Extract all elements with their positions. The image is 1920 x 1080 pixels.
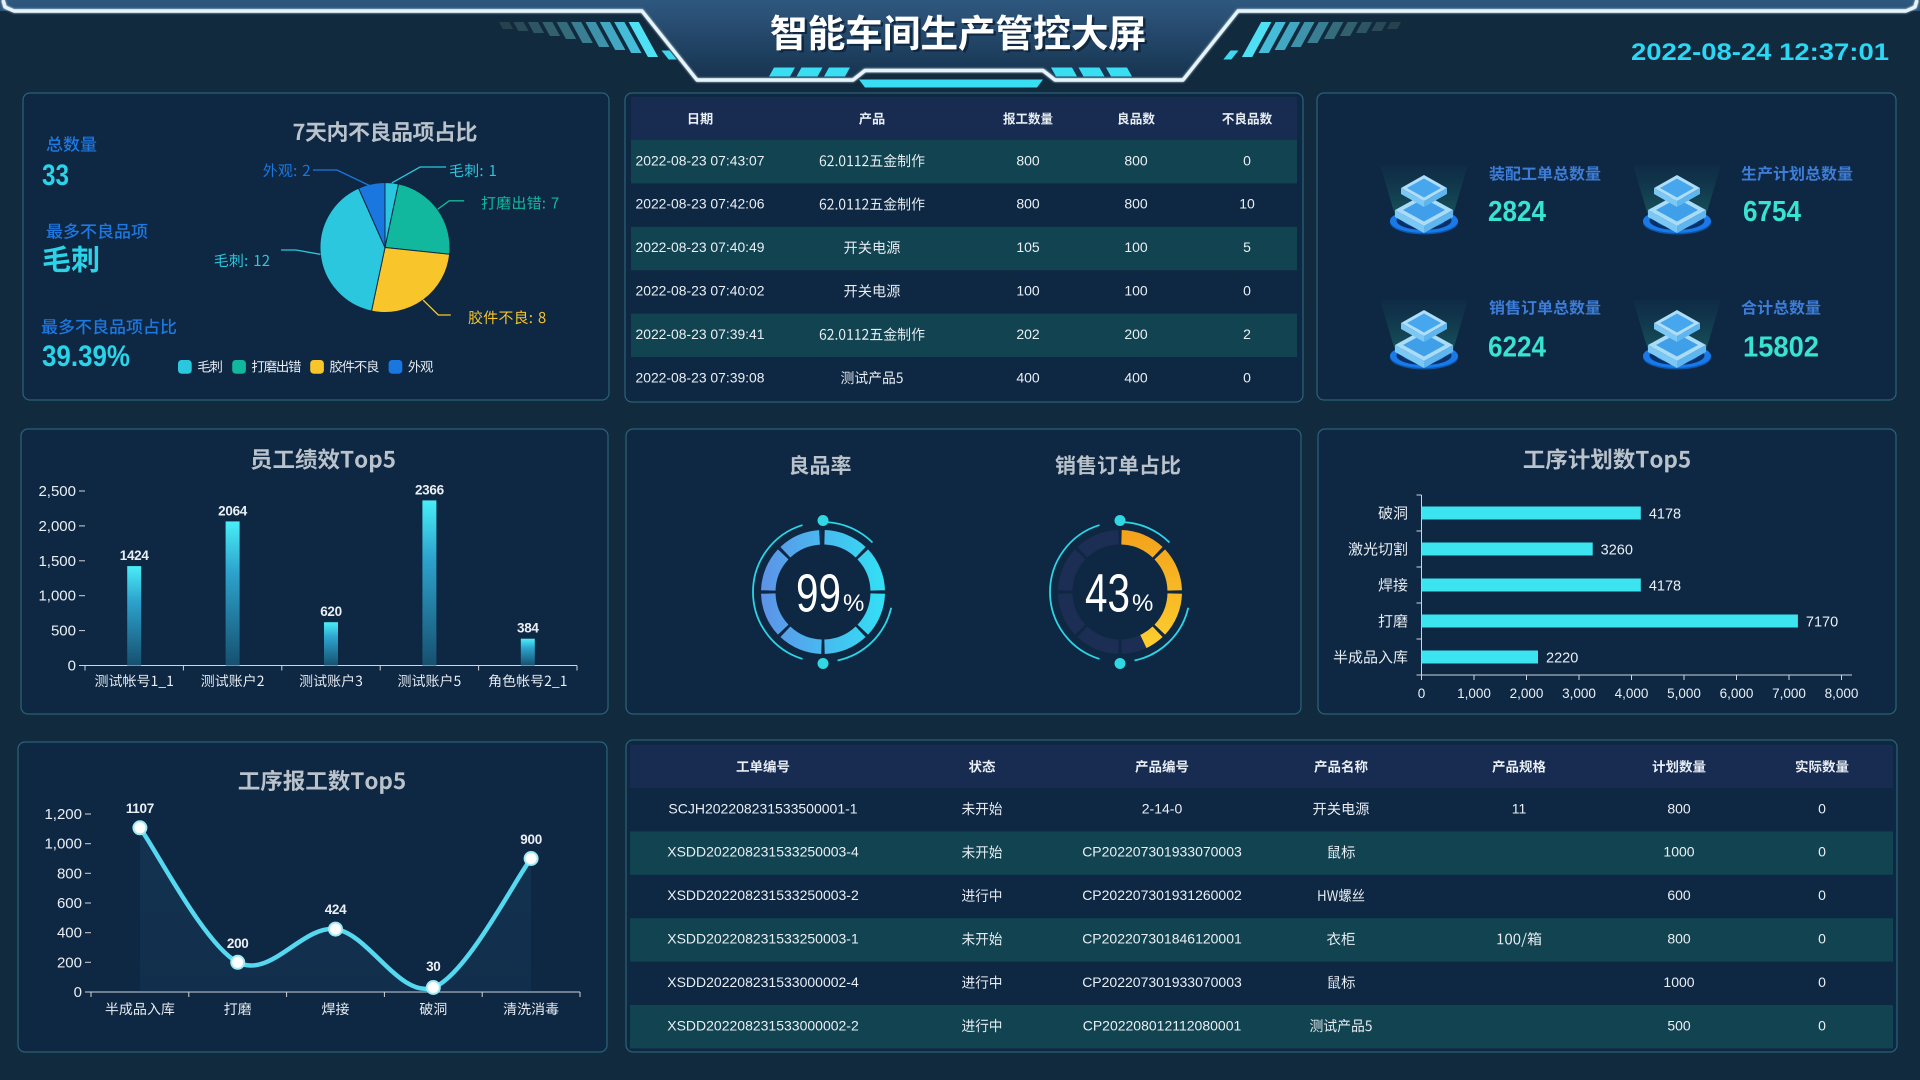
svg-text:CP202207301933070003: CP202207301933070003 [1082,844,1242,860]
svg-text:0: 0 [74,984,82,1001]
svg-text:100: 100 [1124,283,1148,299]
svg-text:7,000: 7,000 [1772,686,1806,701]
svg-text:2022-08-23 07:43:07: 2022-08-23 07:43:07 [636,152,765,168]
svg-text:15802: 15802 [1743,332,1819,364]
svg-text:7170: 7170 [1806,615,1838,631]
svg-text:CP202207301931260002: CP202207301931260002 [1082,887,1242,903]
svg-text:500: 500 [51,623,76,640]
svg-text:600: 600 [57,895,82,912]
svg-text:CP202208012112080001: CP202208012112080001 [1083,1017,1242,1033]
svg-text:2022-08-24 12:37:01: 2022-08-24 12:37:01 [1631,39,1889,66]
svg-text:43: 43 [1085,564,1130,624]
svg-text:10: 10 [1239,196,1255,212]
svg-text:4178: 4178 [1649,507,1681,523]
svg-text:6224: 6224 [1488,332,1546,364]
svg-text:33: 33 [42,159,69,192]
svg-text:3,000: 3,000 [1562,686,1596,701]
svg-text:0: 0 [1818,844,1826,860]
svg-text:2220: 2220 [1546,651,1578,667]
svg-text:900: 900 [520,832,542,847]
svg-text:2,000: 2,000 [38,518,76,535]
svg-text:5,000: 5,000 [1667,686,1701,701]
svg-text:SCJH202208231533500001-1: SCJH202208231533500001-1 [668,800,857,816]
svg-text:0: 0 [1243,152,1251,168]
svg-text:8,000: 8,000 [1825,686,1859,701]
svg-text:400: 400 [1016,369,1040,385]
svg-text:800: 800 [57,865,82,882]
svg-text:CP202207301846120001: CP202207301846120001 [1082,931,1242,947]
svg-text:105: 105 [1016,239,1040,255]
svg-text:400: 400 [57,925,82,942]
svg-text:0: 0 [68,658,76,675]
svg-text:0: 0 [1818,800,1826,816]
svg-text:1000: 1000 [1663,844,1694,860]
svg-text:99: 99 [796,564,841,624]
svg-text:2022-08-23 07:40:02: 2022-08-23 07:40:02 [636,283,765,299]
svg-text:1,000: 1,000 [44,836,82,853]
svg-text:202: 202 [1016,326,1040,342]
svg-text:2,500: 2,500 [38,483,76,500]
svg-text:800: 800 [1667,800,1691,816]
svg-text:800: 800 [1124,152,1148,168]
svg-text:800: 800 [1016,196,1040,212]
svg-text:0: 0 [1243,369,1251,385]
svg-text:6,000: 6,000 [1720,686,1754,701]
svg-text:1,500: 1,500 [38,553,76,570]
svg-text:2: 2 [1243,326,1251,342]
svg-text:4178: 4178 [1649,579,1681,595]
svg-text:2022-08-23 07:39:41: 2022-08-23 07:39:41 [636,326,765,342]
svg-text:600: 600 [1667,887,1691,903]
svg-text:CP202207301933070003: CP202207301933070003 [1082,974,1242,990]
svg-text:0: 0 [1818,1017,1826,1033]
svg-text:2022-08-23 07:42:06: 2022-08-23 07:42:06 [636,196,765,212]
svg-text:2-14-0: 2-14-0 [1142,800,1183,816]
svg-text:1,000: 1,000 [38,588,76,605]
svg-text:1,200: 1,200 [44,806,82,823]
svg-text:5: 5 [1243,239,1251,255]
svg-text:0: 0 [1418,686,1426,701]
svg-text:6754: 6754 [1743,196,1801,228]
svg-text:400: 400 [1124,369,1148,385]
svg-text:200: 200 [1124,326,1148,342]
svg-text:2022-08-23 07:39:08: 2022-08-23 07:39:08 [636,369,765,385]
svg-text:500: 500 [1667,1017,1691,1033]
svg-text:30: 30 [426,959,440,974]
svg-text:100: 100 [1016,283,1040,299]
svg-text:2,000: 2,000 [1510,686,1544,701]
svg-text:1000: 1000 [1663,974,1694,990]
svg-text:XSDD202208231533250003-4: XSDD202208231533250003-4 [667,844,859,860]
svg-text:2064: 2064 [218,503,248,518]
svg-text:XSDD202208231533000002-2: XSDD202208231533000002-2 [667,1017,859,1033]
svg-text:XSDD202208231533250003-1: XSDD202208231533250003-1 [667,931,859,947]
svg-text:424: 424 [325,902,347,917]
svg-text:11: 11 [1512,800,1527,816]
svg-text:2366: 2366 [415,482,445,497]
svg-text:0: 0 [1818,931,1826,947]
svg-text:39.39%: 39.39% [42,340,130,373]
svg-text:0: 0 [1818,887,1826,903]
svg-text:%: % [1132,590,1153,617]
svg-text:%: % [843,590,864,617]
svg-text:200: 200 [227,936,249,951]
svg-text:620: 620 [320,604,342,619]
svg-text:0: 0 [1818,974,1826,990]
svg-text:800: 800 [1016,152,1040,168]
svg-text:800: 800 [1124,196,1148,212]
svg-text:2022-08-23 07:40:49: 2022-08-23 07:40:49 [636,239,765,255]
svg-text:4,000: 4,000 [1615,686,1649,701]
svg-text:1107: 1107 [126,801,154,816]
svg-text:384: 384 [517,621,539,636]
svg-text:200: 200 [57,954,82,971]
svg-text:100: 100 [1124,239,1148,255]
svg-text:800: 800 [1667,931,1691,947]
svg-text:XSDD202208231533250003-2: XSDD202208231533250003-2 [667,887,859,903]
svg-text:3260: 3260 [1601,543,1633,559]
svg-text:XSDD202208231533000002-4: XSDD202208231533000002-4 [667,974,859,990]
svg-text:0: 0 [1243,283,1251,299]
svg-text:2824: 2824 [1488,196,1546,228]
svg-text:1,000: 1,000 [1457,686,1491,701]
svg-text:1424: 1424 [120,548,150,563]
